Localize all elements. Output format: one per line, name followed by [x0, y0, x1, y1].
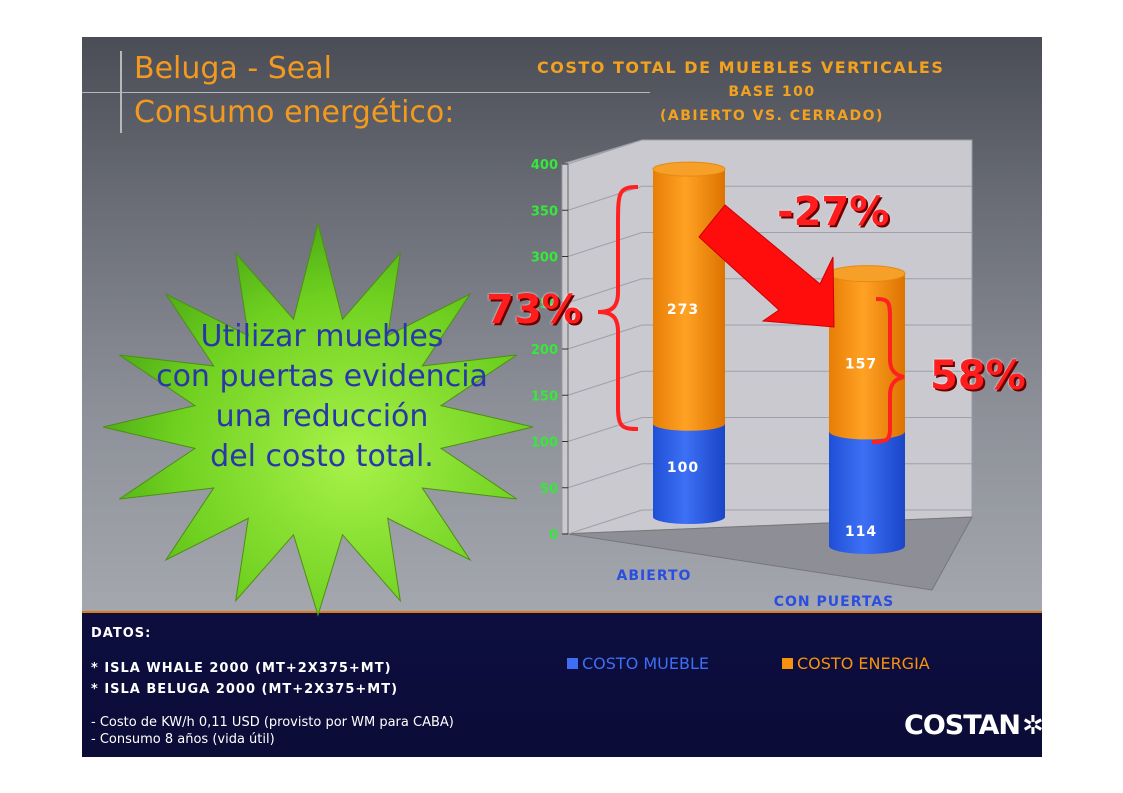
- bar-mueble-1: [829, 431, 905, 554]
- y-tick-label: 50: [540, 482, 558, 497]
- logo-text: COSTAN: [904, 710, 1021, 741]
- title-line-2: Consumo energético:: [134, 95, 455, 130]
- y-tick-label: 200: [531, 343, 558, 358]
- slide: Beluga - Seal Consumo energético: COSTO …: [82, 37, 1042, 757]
- title-line-1: Beluga - Seal: [134, 51, 332, 86]
- bar-value-label: 273: [667, 302, 699, 318]
- x-category-label: ABIERTO: [617, 568, 692, 584]
- left-brace: [597, 185, 639, 431]
- left-percent-label: 73%: [486, 287, 582, 333]
- starburst-line: con puertas evidencia: [156, 359, 488, 394]
- legend-swatch-energia: [782, 658, 793, 669]
- title-divider-horizontal: [82, 92, 650, 93]
- y-tick-label: 400: [531, 158, 558, 173]
- bar-value-label: 157: [845, 357, 877, 373]
- chart-annotations: [597, 185, 905, 444]
- right-brace: [871, 297, 905, 444]
- y-tick-label: 100: [531, 436, 558, 451]
- legend-label: COSTO ENERGIA: [797, 654, 930, 673]
- chart-axis: 0 50 100 150 200 250 300 350 400: [531, 158, 569, 543]
- legend-item-energia: COSTO ENERGIA: [782, 654, 930, 673]
- y-tick-label: 350: [531, 204, 558, 219]
- legend-swatch-mueble: [567, 658, 578, 669]
- chart-subtitle-2: (ABIERTO VS. CERRADO): [660, 108, 884, 124]
- legend-item-mueble: COSTO MUEBLE: [567, 654, 709, 673]
- right-percent-label: 58%: [930, 353, 1026, 399]
- chart: 0 50 100 150 200 250 300 350 400 100 273 114 157 AB…: [531, 139, 973, 610]
- datos-note: - Costo de KW/h 0,11 USD (provisto por W…: [91, 715, 454, 730]
- grid-line: [567, 278, 643, 304]
- datos-panel: [82, 611, 1042, 757]
- datos-note: - Consumo 8 años (vida útil): [91, 732, 275, 747]
- chart-categories: ABIERTO CON PUERTAS: [617, 568, 895, 610]
- grid-line: [567, 324, 643, 350]
- y-tick-label: 150: [531, 389, 558, 404]
- grid-line: [567, 463, 643, 489]
- reduction-percent-label: -27%: [777, 189, 890, 235]
- bar-energia-0: [652, 161, 726, 431]
- y-tick-label: 300: [531, 251, 558, 266]
- costan-logo: COSTAN✲: [904, 710, 1042, 741]
- y-tick-label: 250: [531, 297, 558, 312]
- bar-energia-1: [828, 265, 906, 440]
- datos-item: * ISLA WHALE 2000 (MT+2X375+MT): [91, 661, 392, 676]
- grid-line: [567, 509, 643, 535]
- snowflake-icon: ✲: [1022, 711, 1042, 741]
- reduction-arrow-icon: [698, 204, 835, 328]
- grid-line: [567, 232, 643, 257]
- starburst-line: una reducción: [215, 399, 429, 434]
- bar-value-label: 100: [667, 460, 699, 476]
- grid-line: [567, 417, 643, 442]
- starburst-line: del costo total.: [210, 439, 434, 474]
- grid-line: [567, 370, 643, 396]
- chart-back-wall: [561, 139, 973, 535]
- chart-title: COSTO TOTAL DE MUEBLES VERTICALES: [537, 58, 945, 77]
- starburst-text: Utilizar muebles con puertas evidencia u…: [132, 317, 512, 477]
- chart-subtitle-1: BASE 100: [728, 84, 816, 100]
- bar-value-label: 114: [845, 524, 877, 540]
- datos-item: * ISLA BELUGA 2000 (MT+2X375+MT): [91, 682, 399, 697]
- starburst-line: Utilizar muebles: [200, 319, 444, 354]
- starburst: [102, 223, 534, 617]
- grid-line: [567, 185, 643, 211]
- datos-heading: DATOS:: [91, 626, 152, 641]
- bar-mueble-0: [653, 423, 725, 524]
- grid-line: [567, 139, 643, 165]
- legend-label: COSTO MUEBLE: [582, 654, 709, 673]
- x-category-label: CON PUERTAS: [774, 594, 895, 610]
- y-tick-label: 0: [549, 528, 558, 543]
